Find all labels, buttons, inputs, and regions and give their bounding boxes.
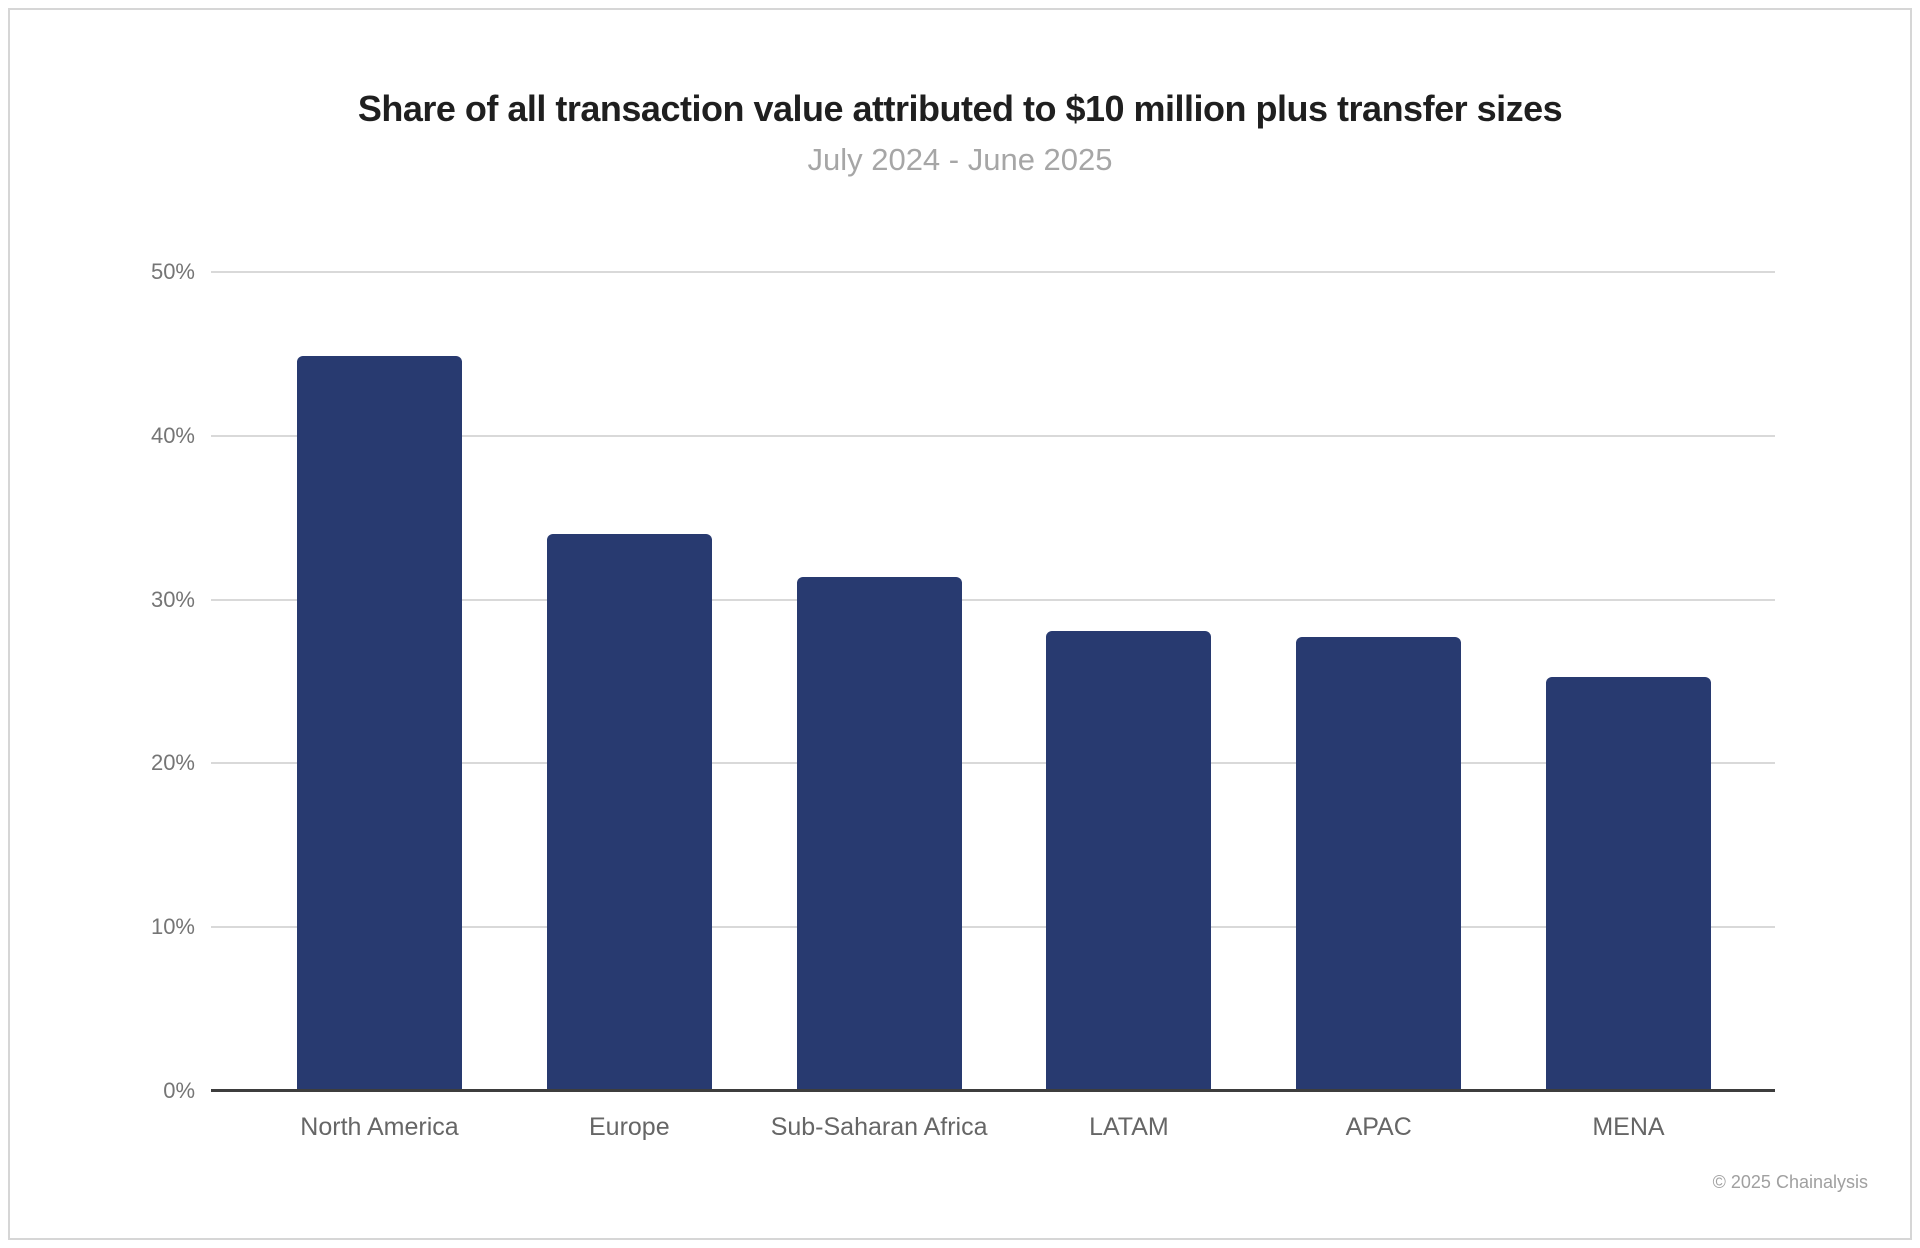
x-label-latam: LATAM xyxy=(1089,1113,1169,1141)
y-tick-label-40: 40% xyxy=(150,422,195,448)
x-label-sub-saharan-africa: Sub-Saharan Africa xyxy=(770,1113,988,1141)
x-label-north-america: North America xyxy=(300,1113,459,1141)
chart-title: Share of all transaction value attribute… xyxy=(357,88,1563,129)
y-tick-label-50: 50% xyxy=(150,259,195,284)
x-label-mena: MENA xyxy=(1592,1113,1665,1141)
gridline-40 xyxy=(211,434,1775,437)
chart-subtitle: July 2024 - June 2025 xyxy=(807,142,1113,177)
x-axis-labels: North America Europe Sub-Saharan Africa LAT… xyxy=(211,1113,1775,1142)
bar-latam xyxy=(1046,630,1212,1091)
bars-container xyxy=(211,272,1775,1091)
bar-apac xyxy=(1296,637,1462,1091)
copyright: © 2025 Chainalysis xyxy=(1712,1172,1868,1192)
bar-mena xyxy=(1545,676,1711,1091)
gridline-10 xyxy=(211,926,1775,929)
bar-europe xyxy=(546,534,712,1091)
y-tick-label-10: 10% xyxy=(150,914,195,940)
bar-sub-saharan-africa xyxy=(796,576,962,1091)
y-tick-label-30: 30% xyxy=(150,586,195,612)
plot-area: North America Europe Sub-Saharan Africa LAT… xyxy=(151,259,1775,1141)
y-tick-label-0: 0% xyxy=(163,1078,195,1103)
gridline-30 xyxy=(211,598,1775,601)
x-label-apac: APAC xyxy=(1345,1113,1412,1141)
x-label-europe: Europe xyxy=(588,1113,670,1141)
x-axis-line xyxy=(211,1089,1775,1092)
bar-north-america xyxy=(297,355,462,1091)
gridline-20 xyxy=(211,762,1775,765)
gridline-50 xyxy=(211,271,1775,273)
y-tick-label-20: 20% xyxy=(150,750,195,776)
